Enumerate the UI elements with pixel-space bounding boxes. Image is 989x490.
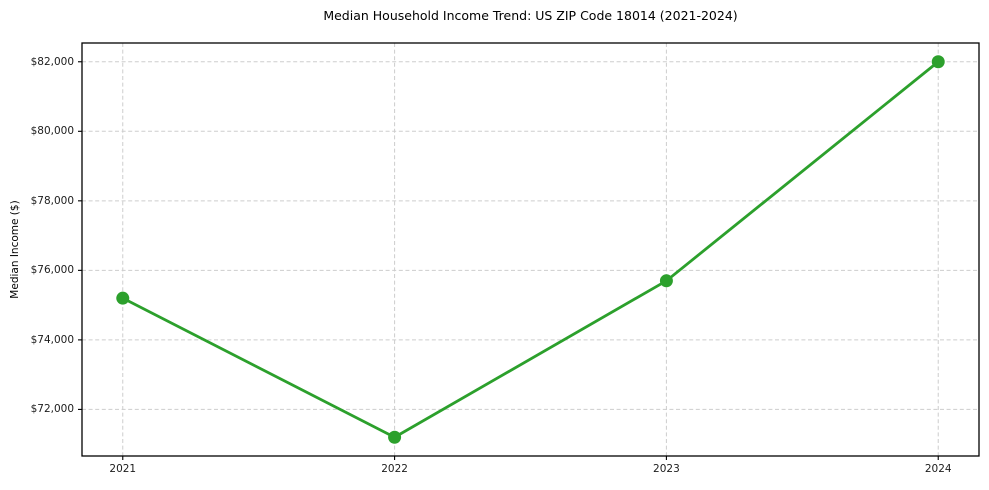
y-tick-label: $82,000: [30, 55, 74, 68]
chart-title: Median Household Income Trend: US ZIP Co…: [323, 8, 738, 23]
y-tick-label: $78,000: [30, 194, 74, 207]
y-tick-label: $80,000: [30, 125, 74, 138]
x-tick-label: 2021: [109, 463, 137, 475]
y-tick-label: $74,000: [30, 333, 74, 346]
data-point-2022: [388, 430, 402, 444]
data-point-2021: [116, 291, 130, 305]
y-tick-label: $76,000: [30, 264, 74, 277]
x-tick-label: 2024: [924, 463, 952, 475]
data-point-2023: [659, 274, 673, 288]
trend-line: [121, 60, 940, 439]
axes-spines: [81, 42, 980, 457]
x-tick-label: 2022: [381, 463, 408, 475]
y-tick-label: $72,000: [30, 403, 74, 416]
x-tick-label: 2023: [653, 463, 680, 475]
data-point-2024: [931, 55, 945, 69]
